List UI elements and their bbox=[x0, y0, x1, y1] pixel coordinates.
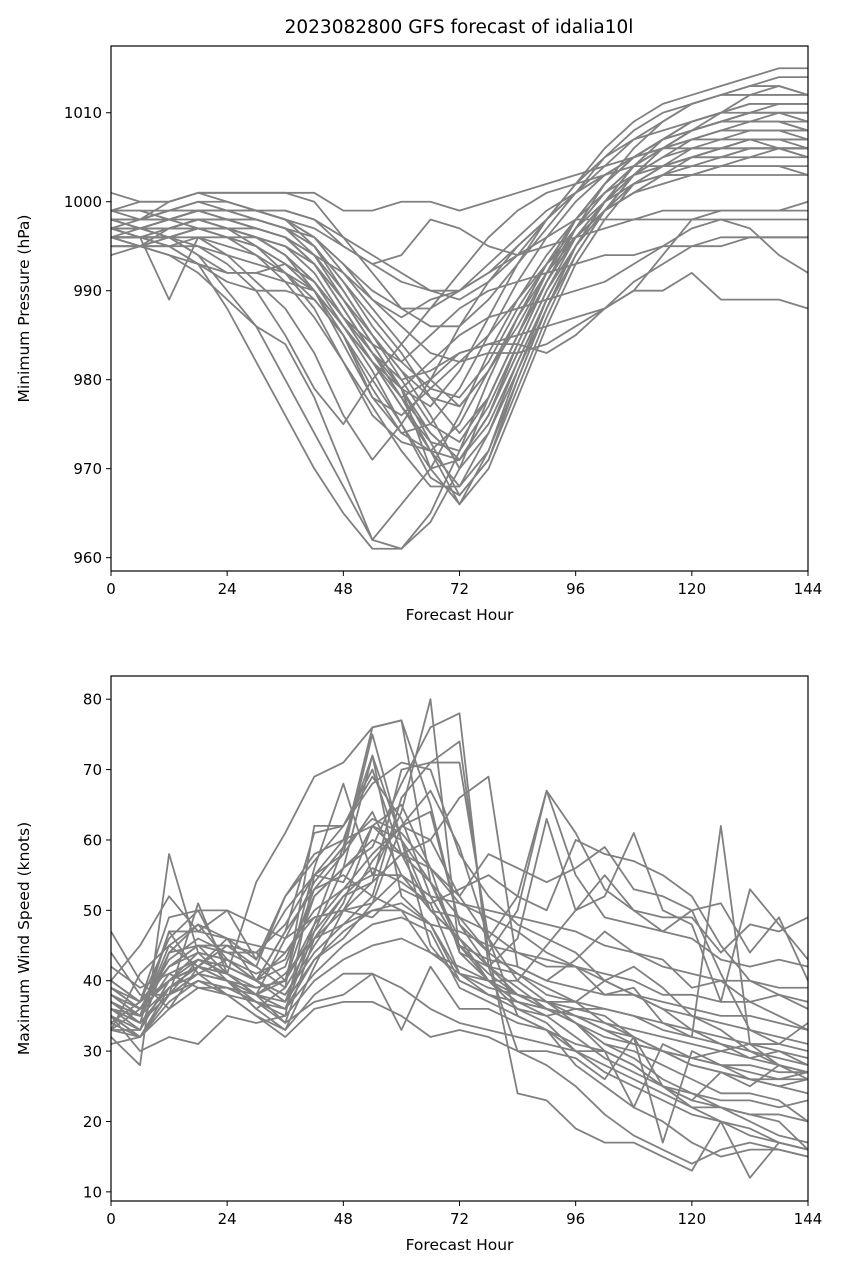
wind-x-tick-label: 96 bbox=[566, 1210, 585, 1228]
chart-title: 2023082800 GFS forecast of idalia10l bbox=[285, 17, 634, 38]
pressure-series-line-36 bbox=[111, 111, 808, 399]
wind-y-tick-label: 70 bbox=[83, 761, 102, 779]
wind-x-axis-label: Forecast Hour bbox=[406, 1236, 514, 1254]
pressure-panel: 0 24 48 72 96 120 144 960 970 980 990 1000 1010 For… bbox=[15, 45, 822, 624]
wind-y-tick-label: 60 bbox=[83, 831, 102, 849]
wind-x-tick-label: 0 bbox=[106, 1210, 116, 1228]
pressure-y-tick-label: 980 bbox=[73, 371, 102, 389]
wind-y-tick-label: 10 bbox=[83, 1183, 102, 1201]
pressure-x-tick-label: 144 bbox=[794, 580, 823, 598]
pressure-series-line-38 bbox=[111, 138, 808, 363]
pressure-x-tick-label: 48 bbox=[334, 580, 353, 598]
wind-x-tick-label: 120 bbox=[678, 1210, 707, 1228]
wind-series-line-34 bbox=[110, 733, 809, 1074]
wind-series-line-25 bbox=[110, 775, 809, 1017]
wind-x-axis: 0 24 48 72 96 120 144 bbox=[106, 1201, 822, 1228]
wind-x-tick-label: 24 bbox=[218, 1210, 237, 1228]
wind-series-line-14 bbox=[110, 916, 809, 1109]
wind-y-tick-label: 30 bbox=[83, 1043, 102, 1061]
wind-series-line-32 bbox=[110, 719, 809, 1088]
wind-y-axis-label: Maximum Wind Speed (knots) bbox=[15, 822, 33, 1055]
pressure-y-tick-label: 1010 bbox=[64, 104, 102, 122]
pressure-y-tick-label: 960 bbox=[73, 549, 102, 567]
wind-y-tick-label: 40 bbox=[83, 972, 102, 990]
wind-series-line-16 bbox=[110, 986, 809, 1102]
pressure-y-tick-label: 970 bbox=[73, 460, 102, 478]
wind-y-tick-label: 80 bbox=[83, 691, 102, 709]
pressure-y-axis-label: Minimum Pressure (hPa) bbox=[15, 215, 33, 403]
wind-y-tick-label: 20 bbox=[83, 1113, 102, 1131]
wind-panel: 0 24 48 72 96 120 144 10 20 30 40 50 60 70 80 Forecas… bbox=[15, 675, 822, 1254]
pressure-x-tick-label: 24 bbox=[218, 580, 237, 598]
pressure-x-tick-label: 72 bbox=[450, 580, 469, 598]
wind-series-group bbox=[110, 698, 809, 1179]
wind-series-line-29 bbox=[110, 803, 809, 1052]
pressure-series-group bbox=[110, 67, 809, 550]
wind-y-tick-label: 50 bbox=[83, 902, 102, 920]
pressure-x-tick-label: 0 bbox=[106, 580, 116, 598]
wind-x-tick-label: 72 bbox=[450, 1210, 469, 1228]
pressure-y-tick-label: 990 bbox=[73, 282, 102, 300]
pressure-x-tick-label: 96 bbox=[566, 580, 585, 598]
pressure-series-line-22 bbox=[110, 191, 808, 265]
pressure-x-tick-label: 120 bbox=[678, 580, 707, 598]
pressure-x-axis: 0 24 48 72 96 120 144 bbox=[106, 571, 822, 598]
pressure-x-axis-label: Forecast Hour bbox=[406, 606, 514, 624]
wind-series-line-33 bbox=[110, 775, 808, 1144]
pressure-y-axis: 960 970 980 990 1000 1010 bbox=[64, 104, 111, 567]
wind-x-tick-label: 48 bbox=[334, 1210, 353, 1228]
wind-x-tick-label: 144 bbox=[794, 1210, 823, 1228]
wind-series-line-23 bbox=[110, 817, 809, 1024]
pressure-y-tick-label: 1000 bbox=[64, 193, 102, 211]
wind-y-axis: 10 20 30 40 50 60 70 80 bbox=[83, 691, 111, 1201]
